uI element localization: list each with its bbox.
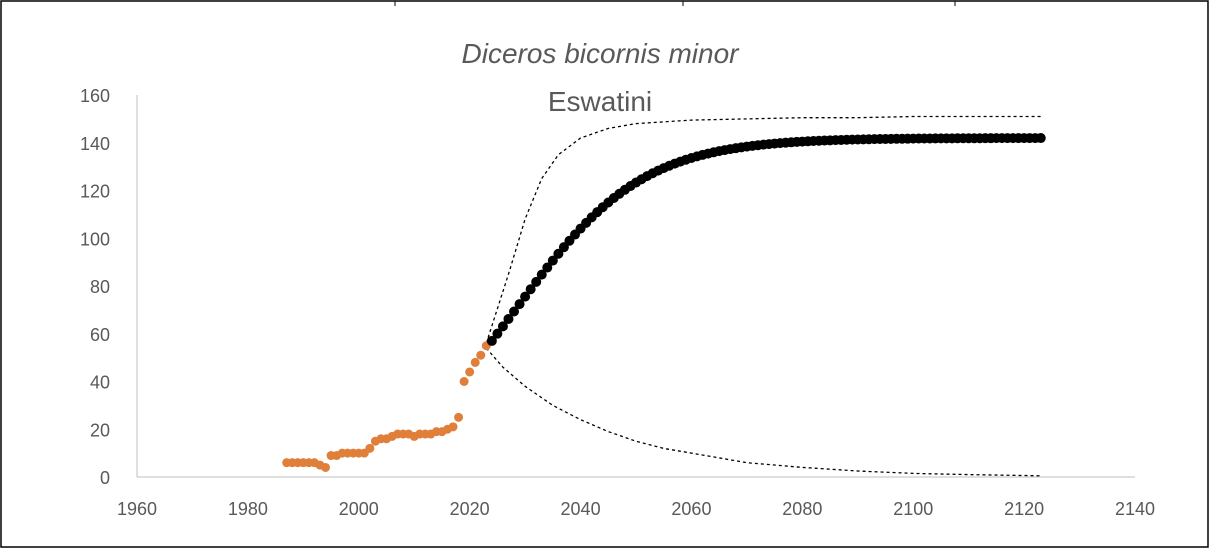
observed-point (470, 357, 480, 367)
projected-point (1035, 133, 1046, 144)
lower-bound-line (485, 347, 1041, 477)
y-tick-label: 100 (80, 229, 110, 249)
confidence-bounds (485, 115, 1041, 477)
observed-point (448, 422, 458, 432)
y-tick-label: 0 (100, 468, 110, 488)
x-tick-label: 2120 (1004, 499, 1044, 519)
y-tick-label: 160 (80, 86, 110, 106)
y-tick-label: 20 (90, 420, 110, 440)
x-tick-label: 2140 (1115, 499, 1155, 519)
projected-point (509, 306, 520, 317)
projected-point (486, 335, 497, 346)
x-tick-label: 2100 (893, 499, 933, 519)
x-tick-label: 2080 (782, 499, 822, 519)
y-tick-label: 120 (80, 182, 110, 202)
projected-point (553, 248, 564, 259)
projected-point (531, 276, 542, 287)
projected-point (492, 328, 503, 339)
observed-point (459, 377, 469, 386)
projected-point (536, 269, 547, 280)
y-tick-label: 60 (90, 325, 110, 345)
data-points (282, 133, 1046, 472)
x-tick-label: 1960 (117, 499, 157, 519)
x-tick-label: 2040 (561, 499, 601, 519)
x-tick-label: 1980 (228, 499, 268, 519)
observed-point (321, 462, 331, 472)
chart-subtitle: Eswatini (548, 86, 652, 117)
x-tick-label: 2020 (450, 499, 490, 519)
projected-point (525, 284, 536, 295)
projected-point (547, 255, 558, 266)
observed-point (454, 412, 464, 422)
x-tick-label: 2000 (339, 499, 379, 519)
y-tick-label: 40 (90, 373, 110, 393)
projected-point (497, 321, 508, 332)
observed-point (465, 367, 475, 377)
observed-point (476, 350, 486, 360)
y-tick-label: 140 (80, 134, 110, 154)
chart-title: Diceros bicornis minor (462, 38, 741, 69)
x-tick-label: 2060 (671, 499, 711, 519)
y-tick-label: 80 (90, 277, 110, 297)
upper-bound-line (485, 115, 1041, 344)
observed-point (365, 443, 375, 453)
projected-point (514, 299, 525, 310)
projected-point (503, 313, 514, 324)
projected-point (542, 262, 553, 273)
projected-point (520, 291, 531, 302)
